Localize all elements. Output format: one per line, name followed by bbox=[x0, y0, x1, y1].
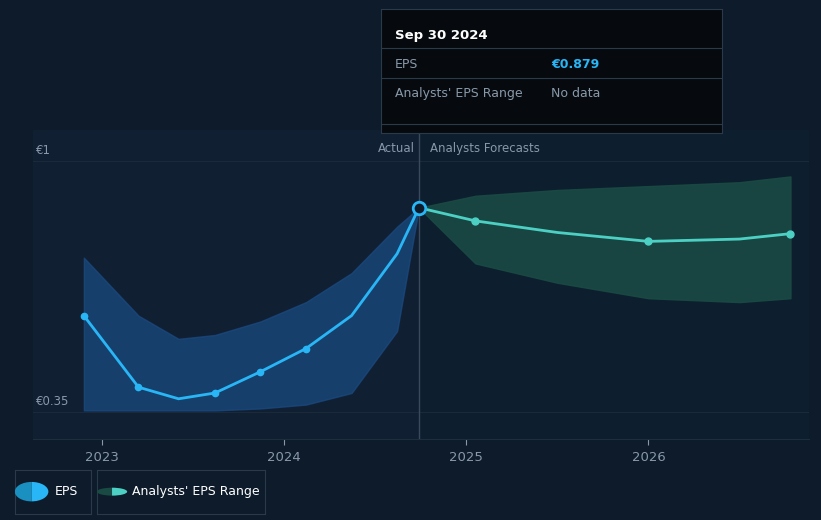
Wedge shape bbox=[112, 488, 127, 496]
Wedge shape bbox=[97, 488, 112, 496]
Bar bbox=[419, 130, 809, 439]
Bar bbox=[33, 130, 419, 439]
Text: Analysts' EPS Range: Analysts' EPS Range bbox=[132, 485, 260, 498]
Text: €0.879: €0.879 bbox=[552, 58, 599, 71]
Text: Sep 30 2024: Sep 30 2024 bbox=[395, 29, 487, 42]
Text: €1: €1 bbox=[36, 144, 52, 157]
Text: Analysts Forecasts: Analysts Forecasts bbox=[430, 141, 539, 154]
Text: EPS: EPS bbox=[54, 485, 78, 498]
Text: Analysts' EPS Range: Analysts' EPS Range bbox=[395, 87, 522, 100]
Text: EPS: EPS bbox=[395, 58, 418, 71]
Text: Actual: Actual bbox=[378, 141, 415, 154]
Text: No data: No data bbox=[552, 87, 601, 100]
Wedge shape bbox=[31, 482, 48, 501]
Wedge shape bbox=[15, 482, 31, 501]
Text: €0.35: €0.35 bbox=[36, 396, 70, 409]
